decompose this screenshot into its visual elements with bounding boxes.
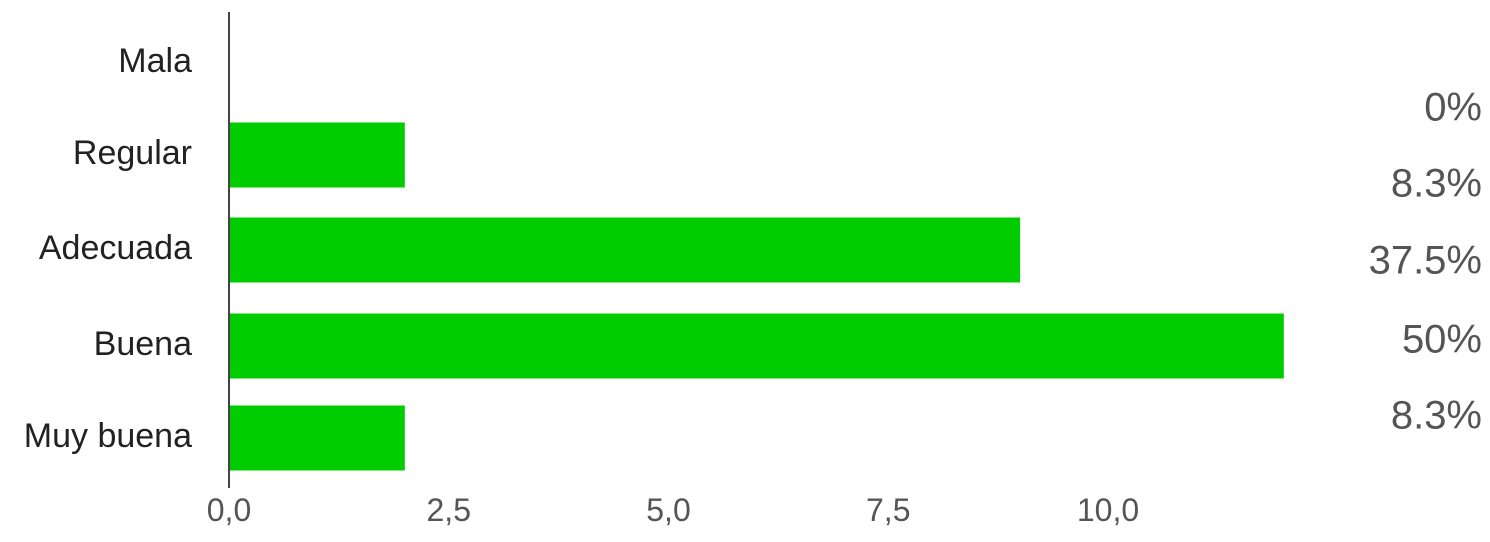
percent-label: 8.3% [1391, 162, 1482, 206]
x-tick-label: 7,5 [866, 492, 910, 528]
labels-layer: Mala Regular Adecuada Buena Muy buena 0,0 2,5 5… [24, 42, 1482, 528]
bar-muy-buena [229, 405, 405, 471]
percent-label: 50% [1402, 318, 1482, 362]
percent-label: 0% [1424, 86, 1482, 130]
category-label-muy-buena: Muy buena [24, 417, 192, 455]
category-label-regular: Regular [73, 134, 192, 172]
x-tick-label: 5,0 [646, 492, 690, 528]
x-tick-label: 0,0 [207, 492, 251, 528]
percent-label: 37.5% [1369, 239, 1482, 283]
bar-regular [229, 122, 405, 188]
category-label-mala: Mala [118, 42, 192, 80]
percent-label: 8.3% [1391, 394, 1482, 438]
bar-buena [229, 313, 1284, 379]
x-tick-label: 2,5 [427, 492, 471, 528]
category-label-buena: Buena [94, 325, 192, 363]
x-tick-label: 10,0 [1077, 492, 1139, 528]
bar-adecuada [229, 217, 1021, 283]
category-label-adecuada: Adecuada [39, 229, 192, 267]
bars-layer [229, 122, 1284, 471]
